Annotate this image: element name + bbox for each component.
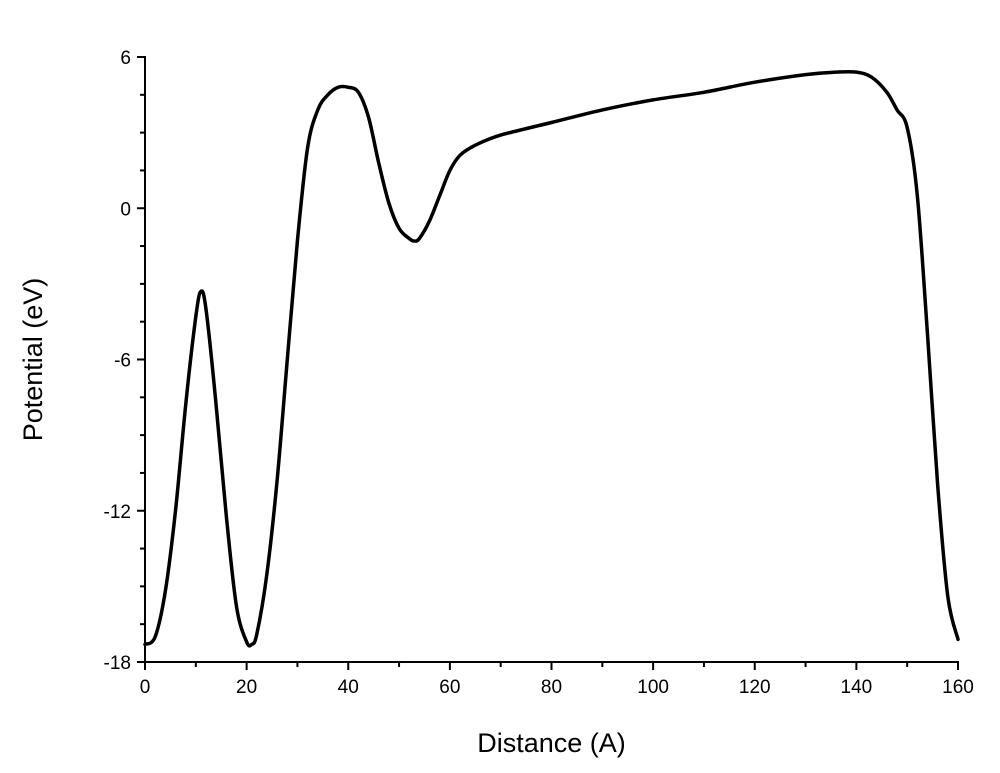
x-tick-label: 80 xyxy=(541,677,562,698)
series-group xyxy=(143,69,960,648)
y-tick-label: -18 xyxy=(104,653,131,674)
x-tick-label: 100 xyxy=(637,677,669,698)
y-tick-label: -6 xyxy=(114,351,131,372)
x-tick-label: 140 xyxy=(841,677,873,698)
x-tick-label: 120 xyxy=(739,677,771,698)
x-tick-label: 40 xyxy=(338,677,359,698)
x-axis-title: Distance (A) xyxy=(477,728,626,758)
series-line xyxy=(143,69,960,648)
y-tick-label: 6 xyxy=(120,48,131,69)
y-tick-label: 0 xyxy=(120,199,131,220)
y-tick-label: -12 xyxy=(104,502,131,523)
x-tick-label: 60 xyxy=(439,677,460,698)
y-axis-ticks: -18 -12 -6 0 6 xyxy=(104,48,145,674)
x-tick-label: 0 xyxy=(140,677,151,698)
x-tick-label: 20 xyxy=(236,677,257,698)
x-tick-label: 160 xyxy=(942,677,974,698)
y-axis-title: Potential (eV) xyxy=(18,278,48,442)
x-axis-ticks: 0 20 40 60 80 100 120 140 160 xyxy=(140,662,974,698)
